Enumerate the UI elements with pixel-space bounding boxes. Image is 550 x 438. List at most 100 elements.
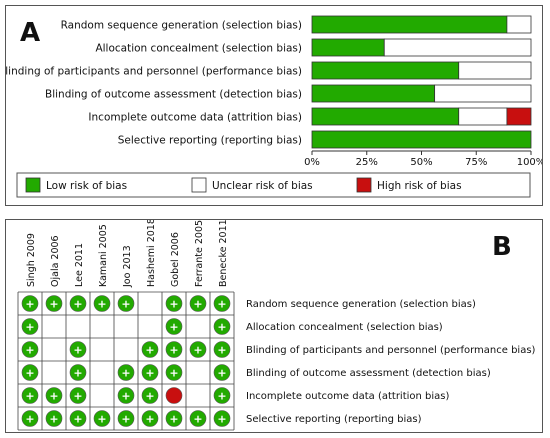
study-label: Ferrante 2005 bbox=[194, 220, 205, 287]
low-risk-symbol: + bbox=[169, 344, 178, 357]
low-risk-marker bbox=[45, 387, 63, 404]
low-risk-marker bbox=[141, 387, 159, 404]
legend-swatch bbox=[356, 177, 372, 193]
low-risk-marker bbox=[165, 410, 183, 427]
bar-segment bbox=[311, 107, 460, 126]
low-risk-symbol: + bbox=[25, 321, 34, 334]
bar-segment bbox=[458, 61, 532, 80]
high-risk-marker bbox=[165, 387, 183, 404]
study-label: Ojala 2006 bbox=[50, 235, 61, 287]
low-risk-symbol: + bbox=[193, 413, 202, 426]
low-risk-symbol: + bbox=[121, 413, 130, 426]
low-risk-symbol: + bbox=[193, 344, 202, 357]
study-label: Kamani 2005 bbox=[98, 224, 109, 287]
low-risk-marker bbox=[45, 295, 63, 312]
low-risk-marker bbox=[93, 410, 111, 427]
low-risk-marker bbox=[165, 341, 183, 358]
low-risk-marker bbox=[21, 364, 39, 381]
low-risk-marker bbox=[21, 318, 39, 335]
risk-of-bias-bar-chart: Random sequence generation (selection bi… bbox=[6, 15, 542, 198]
low-risk-symbol: + bbox=[73, 367, 82, 380]
risk-of-bias-graph-panel: A Random sequence generation (selection … bbox=[5, 5, 543, 206]
legend-label: High risk of bias bbox=[377, 180, 462, 192]
bar-segment bbox=[311, 38, 385, 57]
study-label: Gobel 2006 bbox=[170, 232, 181, 287]
low-risk-marker bbox=[69, 295, 87, 312]
low-risk-symbol: + bbox=[217, 390, 226, 403]
category-label: Allocation concealment (selection bias) bbox=[95, 43, 302, 55]
risk-of-bias-summary-panel: B Singh 2009 Ojala 2006 Lee 2011 Kamani 200… bbox=[5, 219, 543, 433]
low-risk-symbol: + bbox=[25, 298, 34, 311]
low-risk-marker bbox=[117, 295, 135, 312]
x-tick-label: 25% bbox=[356, 157, 378, 168]
domain-label: Blinding of participants and personnel (… bbox=[246, 345, 536, 356]
low-risk-marker bbox=[141, 341, 159, 358]
bar-segment bbox=[434, 84, 532, 103]
low-risk-marker bbox=[189, 341, 207, 358]
low-risk-marker bbox=[165, 364, 183, 381]
x-tick-label: 100% bbox=[517, 157, 542, 168]
low-risk-symbol: + bbox=[25, 413, 34, 426]
low-risk-marker bbox=[213, 364, 231, 381]
category-label: Blinding of participants and personnel (… bbox=[6, 66, 302, 78]
x-tick-label: 50% bbox=[410, 157, 432, 168]
low-risk-symbol: + bbox=[73, 344, 82, 357]
bar-segment bbox=[311, 130, 532, 149]
low-risk-symbol: + bbox=[169, 367, 178, 380]
low-risk-marker bbox=[213, 295, 231, 312]
low-risk-symbol: + bbox=[49, 413, 58, 426]
low-risk-marker bbox=[21, 387, 39, 404]
x-tick-label: 0% bbox=[304, 157, 320, 168]
low-risk-symbol: + bbox=[217, 321, 226, 334]
low-risk-marker bbox=[21, 295, 39, 312]
legend-label: Low risk of bias bbox=[46, 180, 127, 192]
low-risk-symbol: + bbox=[217, 367, 226, 380]
domain-label: Selective reporting (reporting bias) bbox=[246, 414, 422, 425]
category-label: Blinding of outcome assessment (detectio… bbox=[45, 89, 302, 101]
bar-segment bbox=[506, 107, 532, 126]
low-risk-marker bbox=[117, 410, 135, 427]
low-risk-symbol: + bbox=[145, 367, 154, 380]
low-risk-symbol: + bbox=[121, 298, 130, 311]
legend-label: Unclear risk of bias bbox=[212, 180, 313, 192]
domain-label: Allocation concealment (selection bias) bbox=[246, 322, 443, 333]
low-risk-symbol: + bbox=[217, 298, 226, 311]
legend-swatch bbox=[25, 177, 41, 193]
low-risk-symbol: + bbox=[25, 344, 34, 357]
legend-swatch bbox=[191, 177, 207, 193]
low-risk-marker bbox=[69, 341, 87, 358]
risk-of-bias-summary-grid: Singh 2009 Ojala 2006 Lee 2011 Kamani 2005 J… bbox=[17, 220, 536, 431]
low-risk-symbol: + bbox=[73, 390, 82, 403]
low-risk-symbol: + bbox=[169, 413, 178, 426]
domain-label: Incomplete outcome data (attrition bias) bbox=[246, 391, 450, 402]
low-risk-marker bbox=[213, 387, 231, 404]
domain-label: Random sequence generation (selection bi… bbox=[246, 299, 476, 310]
low-risk-symbol: + bbox=[49, 390, 58, 403]
low-risk-symbol: + bbox=[73, 413, 82, 426]
category-label: Selective reporting (reporting bias) bbox=[118, 135, 302, 147]
low-risk-marker bbox=[69, 364, 87, 381]
low-risk-symbol: + bbox=[169, 321, 178, 334]
low-risk-marker bbox=[189, 295, 207, 312]
low-risk-marker bbox=[213, 318, 231, 335]
low-risk-symbol: + bbox=[121, 390, 130, 403]
x-tick-label: 75% bbox=[465, 157, 487, 168]
bar-segment bbox=[458, 107, 508, 126]
low-risk-marker bbox=[21, 410, 39, 427]
low-risk-marker bbox=[69, 387, 87, 404]
low-risk-symbol: + bbox=[97, 413, 106, 426]
low-risk-marker bbox=[213, 341, 231, 358]
category-label: Incomplete outcome data (attrition bias) bbox=[88, 112, 302, 124]
low-risk-symbol: + bbox=[121, 367, 130, 380]
low-risk-symbol: + bbox=[25, 367, 34, 380]
panel-label-b: B bbox=[492, 232, 512, 262]
panel-label-a: A bbox=[20, 18, 41, 48]
study-label: Benecke 2011 bbox=[218, 220, 229, 287]
low-risk-symbol: + bbox=[145, 344, 154, 357]
study-label: Joo 2013 bbox=[122, 245, 133, 288]
low-risk-marker bbox=[141, 410, 159, 427]
legend-box bbox=[16, 172, 531, 198]
low-risk-marker bbox=[213, 410, 231, 427]
low-risk-symbol: + bbox=[25, 390, 34, 403]
low-risk-marker bbox=[117, 364, 135, 381]
